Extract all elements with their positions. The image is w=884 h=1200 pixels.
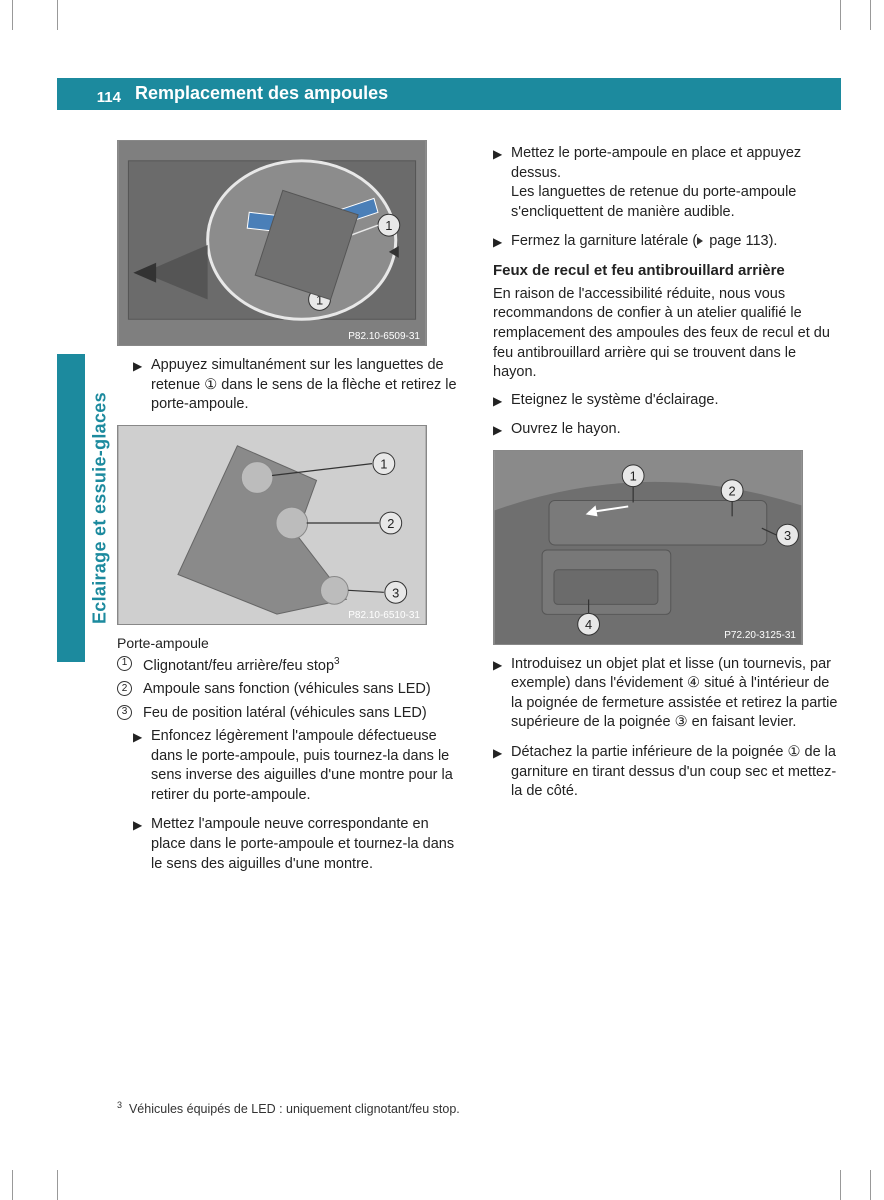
figure-caption: P82.10-6510-31 bbox=[348, 610, 420, 621]
step-text: Appuyez simultanément sur les languettes… bbox=[151, 356, 465, 415]
step-text: Détachez la partie inférieure de la poig… bbox=[511, 743, 841, 802]
legend-text: Feu de position latéral (véhicules sans … bbox=[143, 704, 465, 724]
step-text: Fermez la garniture latérale ( page 113)… bbox=[511, 232, 841, 252]
figure-svg: 1 2 3 bbox=[118, 426, 426, 624]
footnote-number: 3 bbox=[117, 1100, 122, 1110]
step-text: Mettez l'ampoule neuve correspondante en… bbox=[151, 815, 465, 874]
svg-text:1: 1 bbox=[630, 468, 637, 483]
footnote: 3 Véhicules équipés de LED : uniquement … bbox=[117, 1100, 460, 1116]
footnote-text: Véhicules équipés de LED : uniquement cl… bbox=[129, 1102, 460, 1116]
instruction-step: ▶ Appuyez simultanément sur les languett… bbox=[133, 356, 465, 415]
figure-caption: P72.20-3125-31 bbox=[724, 630, 796, 641]
left-column: 1 1 P82.10-6509-31 ▶ Appuyez simultanéme… bbox=[117, 140, 465, 884]
svg-text:2: 2 bbox=[729, 483, 736, 498]
step-marker-icon: ▶ bbox=[133, 815, 151, 874]
legend-text: Clignotant/feu arrière/feu stop3 bbox=[143, 655, 465, 676]
instruction-step: ▶ Enfoncez légèrement l'ampoule défectue… bbox=[133, 727, 465, 805]
svg-text:2: 2 bbox=[387, 516, 394, 531]
step-marker-icon: ▶ bbox=[493, 391, 511, 411]
crop-mark bbox=[57, 1170, 58, 1200]
step-marker-icon: ▶ bbox=[493, 232, 511, 252]
step-marker-icon: ▶ bbox=[133, 727, 151, 805]
svg-text:1: 1 bbox=[385, 218, 392, 233]
svg-text:4: 4 bbox=[585, 617, 592, 632]
legend-number: 3 bbox=[117, 704, 143, 724]
instruction-step: ▶ Mettez le porte-ampoule en place et ap… bbox=[493, 144, 841, 222]
step-marker-icon: ▶ bbox=[493, 655, 511, 733]
figure-bulb-holder: 1 2 3 P82.10-6510-31 bbox=[117, 425, 427, 625]
page-title: Remplacement des ampoules bbox=[129, 83, 388, 106]
page-number: 114 bbox=[57, 78, 129, 110]
figure-caption: P82.10-6509-31 bbox=[348, 331, 420, 342]
legend-row: 3 Feu de position latéral (véhicules san… bbox=[117, 704, 465, 724]
figure-svg: 1 2 3 4 bbox=[494, 451, 802, 644]
page-ref-icon bbox=[697, 237, 703, 245]
instruction-step: ▶ Fermez la garniture latérale ( page 11… bbox=[493, 232, 841, 252]
crop-mark bbox=[870, 1170, 871, 1200]
crop-mark bbox=[12, 0, 13, 30]
crop-mark bbox=[840, 1170, 841, 1200]
page-header: 114 Remplacement des ampoules bbox=[57, 78, 841, 110]
figure-trunk-overview: 1 1 P82.10-6509-31 bbox=[117, 140, 427, 346]
side-tab-label: Eclairage et essuie-glaces bbox=[86, 354, 114, 662]
step-marker-icon: ▶ bbox=[133, 356, 151, 415]
crop-mark bbox=[57, 0, 58, 30]
crop-mark bbox=[870, 0, 871, 30]
legend-row: 1 Clignotant/feu arrière/feu stop3 bbox=[117, 655, 465, 676]
step-text: Eteignez le système d'éclairage. bbox=[511, 391, 841, 411]
crop-mark bbox=[840, 0, 841, 30]
side-tab-bg bbox=[57, 354, 85, 662]
step-text: Ouvrez le hayon. bbox=[511, 420, 841, 440]
step-marker-icon: ▶ bbox=[493, 743, 511, 802]
svg-text:3: 3 bbox=[784, 528, 791, 543]
step-marker-icon: ▶ bbox=[493, 420, 511, 440]
instruction-step: ▶ Eteignez le système d'éclairage. bbox=[493, 391, 841, 411]
legend-text: Ampoule sans fonction (véhicules sans LE… bbox=[143, 680, 465, 700]
legend-row: 2 Ampoule sans fonction (véhicules sans … bbox=[117, 680, 465, 700]
right-column: ▶ Mettez le porte-ampoule en place et ap… bbox=[493, 140, 841, 884]
step-text: Introduisez un objet plat et lisse (un t… bbox=[511, 655, 841, 733]
svg-text:3: 3 bbox=[392, 585, 399, 600]
instruction-step: ▶ Détachez la partie inférieure de la po… bbox=[493, 743, 841, 802]
legend-number: 2 bbox=[117, 680, 143, 700]
content-area: 1 1 P82.10-6509-31 ▶ Appuyez simultanéme… bbox=[117, 140, 841, 884]
crop-mark bbox=[12, 1170, 13, 1200]
figure-tailgate-handle: 1 2 3 4 P72.20-3125-31 bbox=[493, 450, 803, 645]
figure-subtitle: Porte-ampoule bbox=[117, 635, 465, 651]
instruction-step: ▶ Introduisez un objet plat et lisse (un… bbox=[493, 655, 841, 733]
step-text: Mettez le porte-ampoule en place et appu… bbox=[511, 144, 841, 222]
svg-text:1: 1 bbox=[380, 456, 387, 471]
manual-page: 114 Remplacement des ampoules Eclairage … bbox=[0, 0, 884, 1200]
instruction-step: ▶ Mettez l'ampoule neuve correspondante … bbox=[133, 815, 465, 874]
figure-svg: 1 1 bbox=[118, 141, 426, 345]
section-subheading: Feux de recul et feu antibrouillard arri… bbox=[493, 262, 841, 279]
instruction-step: ▶ Ouvrez le hayon. bbox=[493, 420, 841, 440]
paragraph: En raison de l'accessibilité réduite, no… bbox=[493, 285, 841, 383]
legend-number: 1 bbox=[117, 655, 143, 676]
step-marker-icon: ▶ bbox=[493, 144, 511, 222]
step-text: Enfoncez légèrement l'ampoule défectueus… bbox=[151, 727, 465, 805]
